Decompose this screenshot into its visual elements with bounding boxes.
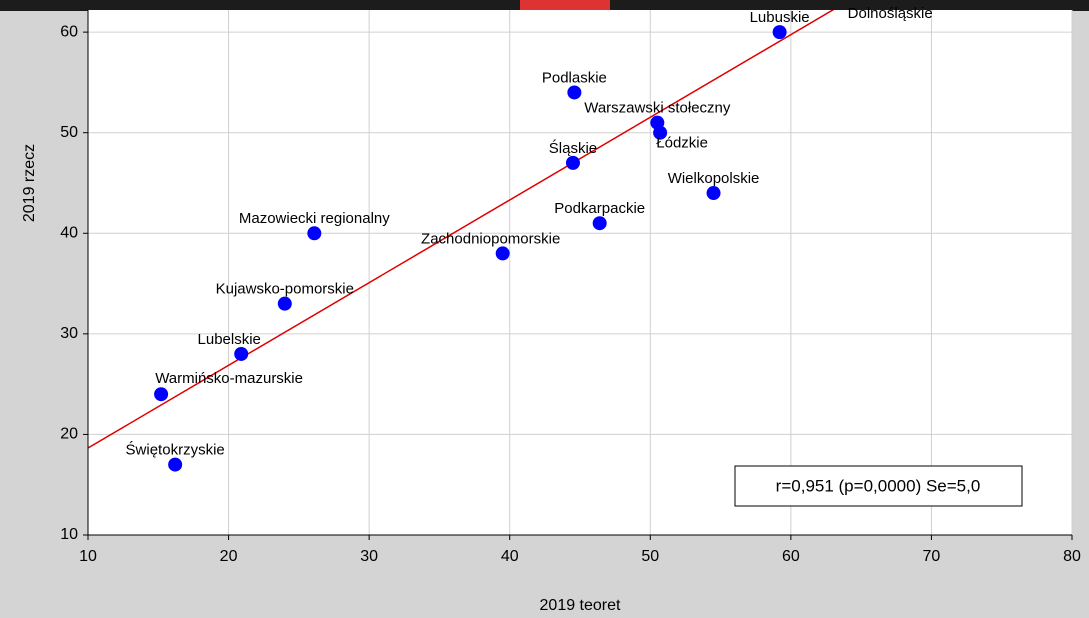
y-tick-label: 50 — [60, 124, 78, 141]
y-tick-label: 10 — [60, 526, 78, 543]
y-axis-label: 2019 rzecz — [21, 144, 38, 222]
point-label: Wielkopolskie — [668, 170, 760, 187]
point-label: Świętokrzyskie — [126, 441, 225, 459]
point — [707, 186, 721, 200]
point-label: Lubelskie — [198, 331, 261, 348]
x-axis-label: 2019 teoret — [540, 597, 622, 614]
top-band-accent — [520, 0, 610, 11]
annotation: r=0,951 (p=0,0000) Se=5,0 — [776, 476, 981, 495]
x-tick-label: 40 — [501, 548, 519, 565]
x-tick-label: 80 — [1063, 548, 1081, 565]
x-tick-label: 60 — [782, 548, 800, 565]
point — [773, 25, 787, 39]
point — [567, 85, 581, 99]
point — [566, 156, 580, 170]
x-tick-label: 30 — [360, 548, 378, 565]
y-tick-label: 20 — [60, 426, 78, 443]
point-label: Dolnośląskie — [848, 5, 933, 22]
point-label: Łódzkie — [656, 135, 708, 152]
point — [307, 226, 321, 240]
x-tick-label: 10 — [79, 548, 97, 565]
point — [168, 458, 182, 472]
y-tick-label: 60 — [60, 23, 78, 40]
point-label: Kujawsko-pomorskie — [216, 281, 354, 298]
point — [154, 387, 168, 401]
x-tick-label: 50 — [641, 548, 659, 565]
y-tick-label: 30 — [60, 325, 78, 342]
point-label: Podkarpackie — [554, 200, 645, 217]
x-tick-label: 20 — [220, 548, 238, 565]
point — [234, 347, 248, 361]
point-label: Podlaskie — [542, 69, 607, 86]
point-label: Mazowiecki regionalny — [239, 210, 390, 227]
point-label: Lubuskie — [750, 9, 810, 26]
chart: Lubuskie Dolnośląskie Podlaskie Warszawski … — [0, 0, 1089, 618]
point — [278, 297, 292, 311]
x-tick-label: 70 — [923, 548, 941, 565]
point-label: Śląskie — [549, 139, 597, 157]
y-tick-label: 40 — [60, 224, 78, 241]
point-label: Zachodniopomorskie — [421, 230, 560, 247]
point — [593, 216, 607, 230]
point-label: Warmińsko-mazurskie — [155, 370, 303, 387]
point — [496, 246, 510, 260]
point-label: Warszawski stołeczny — [584, 100, 731, 117]
